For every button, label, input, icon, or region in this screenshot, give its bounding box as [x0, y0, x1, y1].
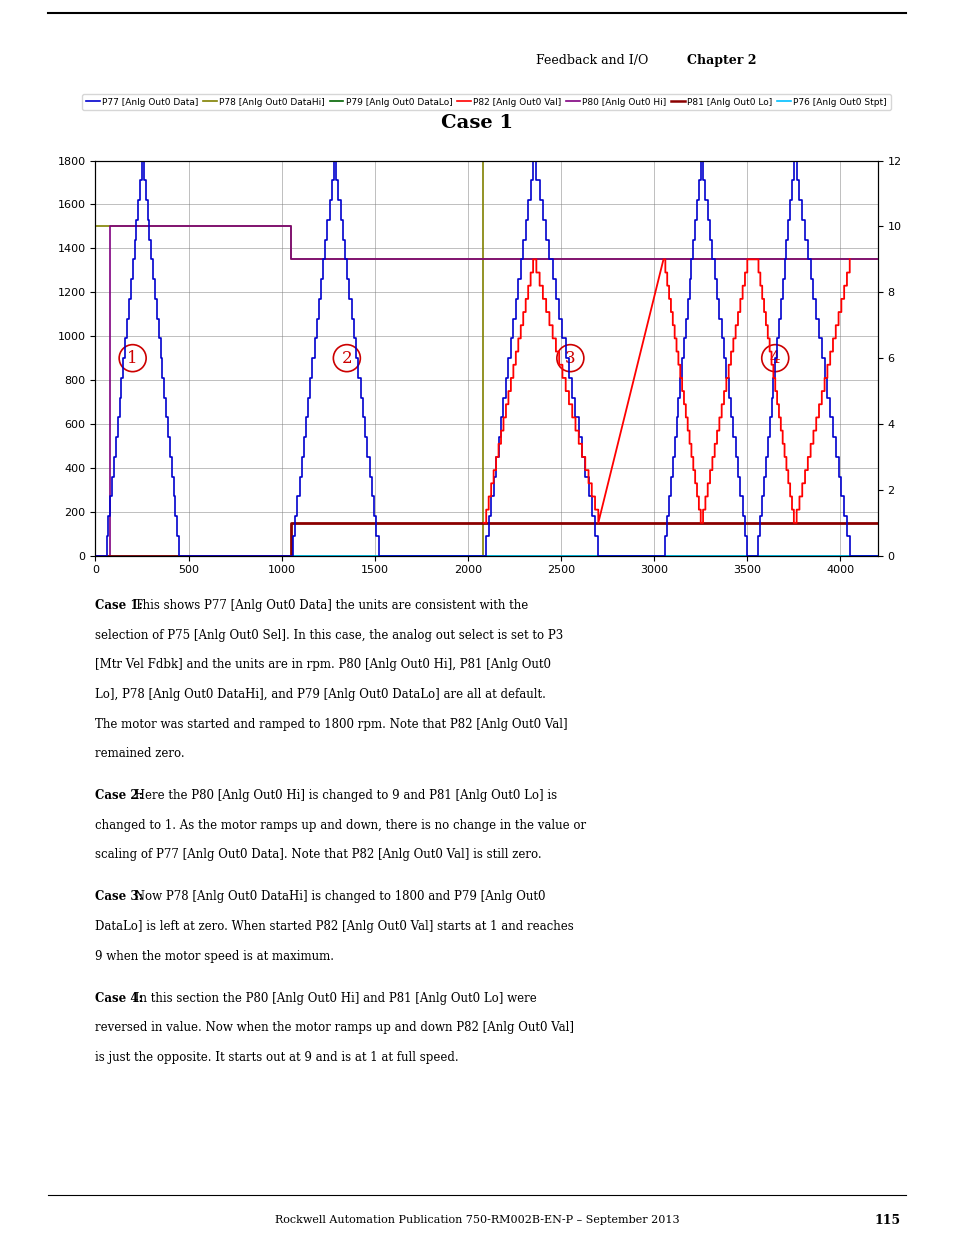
Text: DataLo] is left at zero. When started P82 [Anlg Out0 Val] starts at 1 and reache: DataLo] is left at zero. When started P8… — [95, 920, 574, 934]
Text: Here the P80 [Anlg Out0 Hi] is changed to 9 and P81 [Anlg Out0 Lo] is: Here the P80 [Anlg Out0 Hi] is changed t… — [131, 789, 557, 803]
Text: Case 2:: Case 2: — [95, 789, 143, 803]
Text: Lo], P78 [Anlg Out0 DataHi], and P79 [Anlg Out0 DataLo] are all at default.: Lo], P78 [Anlg Out0 DataHi], and P79 [An… — [95, 688, 546, 701]
Text: reversed in value. Now when the motor ramps up and down P82 [Anlg Out0 Val]: reversed in value. Now when the motor ra… — [95, 1021, 574, 1035]
Text: scaling of P77 [Anlg Out0 Data]. Note that P82 [Anlg Out0 Val] is still zero.: scaling of P77 [Anlg Out0 Data]. Note th… — [95, 848, 541, 862]
Text: Case 3:: Case 3: — [95, 890, 143, 904]
Text: Rockwell Automation Publication 750-RM002B-EN-P – September 2013: Rockwell Automation Publication 750-RM00… — [274, 1215, 679, 1225]
Text: Case 4:: Case 4: — [95, 992, 143, 1005]
Text: Case 1: Case 1 — [440, 115, 513, 132]
Text: selection of P75 [Anlg Out0 Sel]. In this case, the analog out select is set to : selection of P75 [Anlg Out0 Sel]. In thi… — [95, 629, 563, 642]
Text: 115: 115 — [873, 1214, 900, 1226]
Text: Case 1:: Case 1: — [95, 599, 143, 613]
Text: is just the opposite. It starts out at 9 and is at 1 at full speed.: is just the opposite. It starts out at 9… — [95, 1051, 458, 1065]
Text: 2: 2 — [341, 350, 352, 367]
Text: Chapter 2: Chapter 2 — [686, 54, 756, 67]
Text: Now P78 [Anlg Out0 DataHi] is changed to 1800 and P79 [Anlg Out0: Now P78 [Anlg Out0 DataHi] is changed to… — [131, 890, 545, 904]
Text: remained zero.: remained zero. — [95, 747, 185, 761]
Text: [Mtr Vel Fdbk] and the units are in rpm. P80 [Anlg Out0 Hi], P81 [Anlg Out0: [Mtr Vel Fdbk] and the units are in rpm.… — [95, 658, 551, 672]
Text: In this section the P80 [Anlg Out0 Hi] and P81 [Anlg Out0 Lo] were: In this section the P80 [Anlg Out0 Hi] a… — [131, 992, 537, 1005]
Text: changed to 1. As the motor ramps up and down, there is no change in the value or: changed to 1. As the motor ramps up and … — [95, 819, 586, 832]
Text: The motor was started and ramped to 1800 rpm. Note that P82 [Anlg Out0 Val]: The motor was started and ramped to 1800… — [95, 718, 567, 731]
Legend: P77 [Anlg Out0 Data], P78 [Anlg Out0 DataHi], P79 [Anlg Out0 DataLo], P82 [Anlg : P77 [Anlg Out0 Data], P78 [Anlg Out0 Dat… — [82, 94, 890, 110]
Text: 9 when the motor speed is at maximum.: 9 when the motor speed is at maximum. — [95, 950, 335, 963]
Text: 4: 4 — [769, 350, 780, 367]
Text: 3: 3 — [564, 350, 575, 367]
Text: This shows P77 [Anlg Out0 Data] the units are consistent with the: This shows P77 [Anlg Out0 Data] the unit… — [131, 599, 528, 613]
Text: Feedback and I/O: Feedback and I/O — [536, 54, 648, 67]
Text: 1: 1 — [127, 350, 138, 367]
